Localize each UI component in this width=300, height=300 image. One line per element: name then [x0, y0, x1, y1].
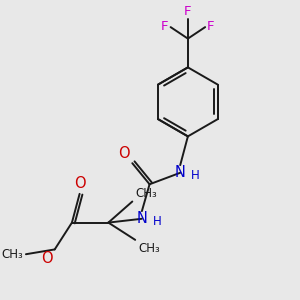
Text: CH₃: CH₃	[1, 248, 23, 261]
Text: O: O	[74, 176, 85, 191]
Text: N: N	[136, 211, 147, 226]
Text: H: H	[152, 215, 161, 228]
Text: CH₃: CH₃	[135, 187, 157, 200]
Text: H: H	[191, 169, 200, 182]
Text: O: O	[41, 251, 53, 266]
Text: N: N	[175, 165, 186, 180]
Text: O: O	[118, 146, 129, 161]
Text: F: F	[184, 5, 192, 19]
Text: CH₃: CH₃	[138, 242, 160, 255]
Text: F: F	[161, 20, 169, 33]
Text: F: F	[207, 20, 214, 33]
